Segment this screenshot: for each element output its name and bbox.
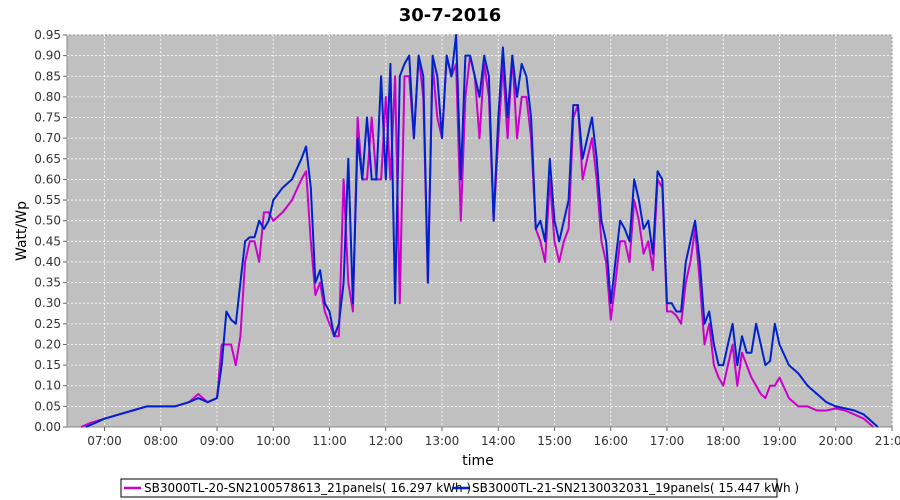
y-tick-label: 0.80	[34, 90, 61, 104]
x-axis-label: time	[462, 453, 494, 469]
series-layer	[80, 34, 879, 428]
y-tick-label: 0.50	[34, 214, 61, 228]
legend-box	[120, 478, 778, 498]
y-tick-label: 0.10	[34, 379, 61, 393]
y-tick-label: 0.35	[34, 276, 61, 290]
x-tick-label: 08:00	[143, 434, 178, 448]
x-tick-label: 16:00	[593, 434, 628, 448]
y-tick-label: 0.45	[34, 234, 61, 248]
x-tick-label: 18:00	[706, 434, 741, 448]
x-tick-label: 21:00	[875, 434, 900, 448]
x-tick-label: 11:00	[312, 434, 347, 448]
y-tick-label: 0.20	[34, 337, 61, 351]
legend-label-2: SB3000TL-21-SN2130032031_19panels( 15.44…	[472, 481, 799, 495]
x-tick-label: 13:00	[425, 434, 460, 448]
x-tick-label: 12:00	[368, 434, 403, 448]
x-tick-label: 19:00	[762, 434, 797, 448]
y-tick-label: 0.40	[34, 255, 61, 269]
x-tick-label: 17:00	[650, 434, 685, 448]
x-tick-label: 20:00	[818, 434, 853, 448]
legend: SB3000TL-20-SN2100578613_21panels( 16.29…	[120, 478, 799, 498]
y-tick-label: 0.05	[34, 399, 61, 413]
y-tick-label: 0.95	[34, 28, 61, 42]
y-axis: 0.00 0.05 0.10 0.15 0.20 0.25 0.30 0.35 0.40 0.45…	[34, 28, 67, 434]
plot-area	[66, 34, 893, 428]
y-tick-label: 0.30	[34, 296, 61, 310]
y-axis-label: Watt/Wp	[14, 201, 30, 261]
x-tick-label: 10:00	[256, 434, 291, 448]
y-tick-label: 0.55	[34, 193, 61, 207]
x-tick-label: 15:00	[537, 434, 572, 448]
y-tick-label: 0.25	[34, 317, 61, 331]
y-tick-label: 0.00	[34, 420, 61, 434]
series-line-1	[80, 54, 874, 428]
series-line-2	[85, 34, 879, 428]
x-tick-label: 09:00	[200, 434, 235, 448]
x-axis: 07:00 08:00 09:00 10:00 11:00 12:00 13:00 14:00…	[87, 427, 900, 448]
legend-label-1: SB3000TL-20-SN2100578613_21panels( 16.29…	[144, 481, 471, 495]
y-tick-label: 0.70	[34, 131, 61, 145]
y-tick-label: 0.90	[34, 49, 61, 63]
y-tick-label: 0.85	[34, 69, 61, 83]
x-tick-label: 07:00	[87, 434, 122, 448]
chart-title: 30-7-2016	[399, 5, 502, 26]
y-tick-label: 0.65	[34, 152, 61, 166]
y-tick-label: 0.15	[34, 358, 61, 372]
y-tick-label: 0.75	[34, 111, 61, 125]
x-tick-label: 14:00	[481, 434, 516, 448]
y-tick-label: 0.60	[34, 172, 61, 186]
